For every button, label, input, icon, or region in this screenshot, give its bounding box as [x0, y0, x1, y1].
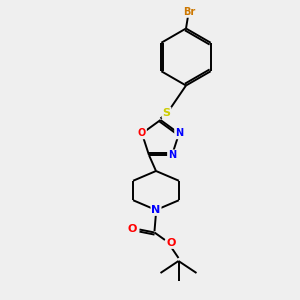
Text: N: N: [152, 205, 160, 215]
Text: S: S: [163, 107, 170, 118]
Text: O: O: [127, 224, 137, 235]
Text: Br: Br: [183, 7, 195, 17]
Text: O: O: [138, 128, 146, 139]
Text: N: N: [175, 128, 183, 139]
Text: O: O: [166, 238, 176, 248]
Text: N: N: [168, 150, 176, 160]
